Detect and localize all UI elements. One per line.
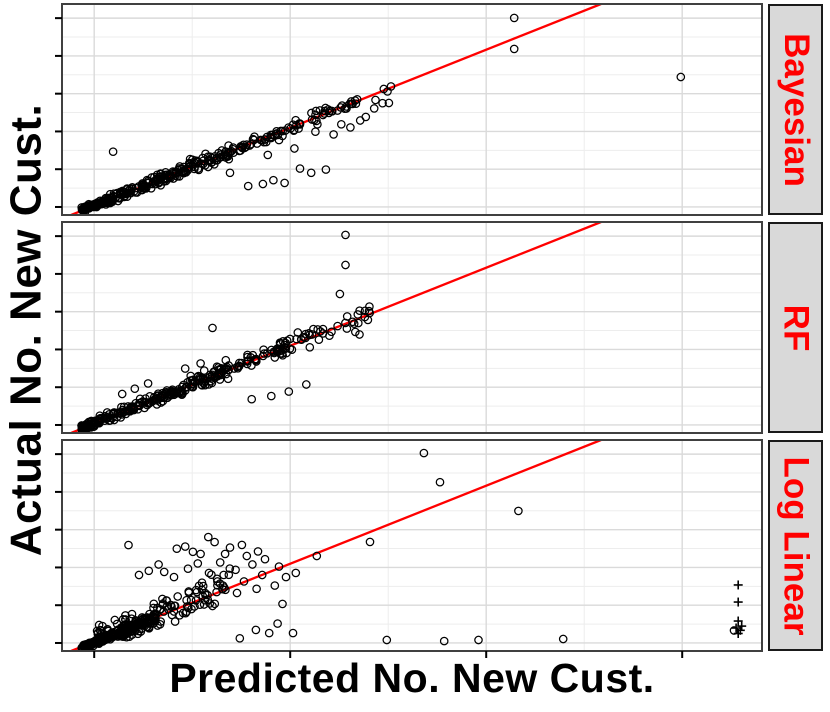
facet-strip-label: RF xyxy=(776,304,816,351)
facet-strip-rf: RF xyxy=(768,222,823,433)
axis-ticks xyxy=(55,235,62,426)
axis-ticks xyxy=(55,453,684,658)
facet-strip-bayesian: Bayesian xyxy=(768,4,823,215)
scatter-points xyxy=(77,448,747,651)
facet-strip-label: Bayesian xyxy=(776,32,816,187)
panel-bayesian xyxy=(55,3,763,216)
panel-rf xyxy=(55,221,763,434)
panel-log-linear xyxy=(55,439,763,658)
facet-strip-log-linear: Log Linear xyxy=(768,440,823,651)
axis-ticks xyxy=(55,17,62,208)
facet-strip-label: Log Linear xyxy=(776,456,816,635)
x-axis-title: Predicted No. New Cust. xyxy=(169,655,655,701)
scatter-points xyxy=(77,230,375,433)
scatter-points xyxy=(77,13,686,215)
